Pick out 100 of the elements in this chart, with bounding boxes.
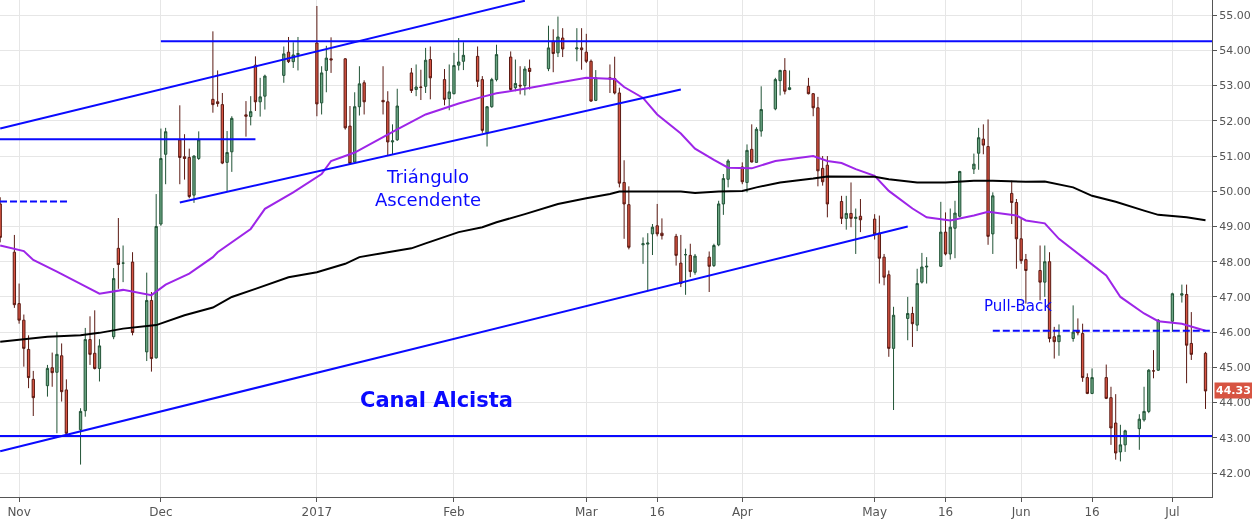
candlestick: [149, 291, 154, 373]
candlestick: [211, 30, 215, 114]
candlestick: [783, 57, 787, 95]
candlestick: [154, 193, 158, 360]
candlestick: [594, 69, 598, 102]
candlestick: [579, 27, 584, 71]
candlestick: [244, 100, 248, 138]
candlestick: [64, 378, 69, 435]
candlestick: [220, 92, 225, 165]
candlestick: [1180, 284, 1184, 304]
candlestick: [1043, 245, 1047, 298]
candlestick: [78, 407, 83, 466]
candlestick: [920, 252, 924, 285]
candlestick: [315, 5, 319, 117]
candlestick: [707, 250, 711, 293]
y-tick-label: 54.00: [1219, 44, 1251, 58]
candlestick: [83, 327, 87, 418]
candlestick: [972, 153, 976, 175]
x-tick-label: Feb: [443, 505, 465, 519]
candlestick: [858, 198, 863, 233]
candlestick: [745, 143, 749, 193]
candlestick: [428, 45, 432, 100]
candlestick: [825, 155, 830, 218]
annotation: Canal Alcista: [360, 388, 514, 412]
candlestick: [1118, 424, 1123, 462]
candlestick: [1090, 367, 1094, 395]
x-tick-label: Jun: [1010, 505, 1031, 519]
y-tick-label: 51.00: [1219, 149, 1251, 163]
candlestick: [679, 234, 683, 288]
candlestick: [1156, 318, 1160, 372]
candlestick: [551, 28, 555, 73]
candlestick: [163, 127, 168, 185]
candlestick: [891, 306, 896, 411]
candlestick: [1184, 284, 1189, 384]
candlestick: [329, 36, 333, 74]
candlestick: [225, 130, 229, 192]
y-tick-label: 43.00: [1219, 431, 1251, 445]
candlestick: [1071, 304, 1075, 343]
candlestick: [674, 233, 678, 267]
annotation: 44.33: [1216, 384, 1251, 397]
candlestick: [716, 200, 721, 247]
candlestick: [50, 352, 54, 388]
x-tick-label: 16: [1084, 505, 1100, 519]
candlestick: [1189, 311, 1193, 361]
candlestick: [943, 211, 948, 256]
x-tick-label: Dec: [149, 505, 173, 519]
y-tick-label: 47.00: [1219, 290, 1251, 304]
candlestick: [575, 27, 579, 62]
candlestick: [253, 55, 258, 112]
candlestick: [991, 191, 995, 255]
candlestick: [45, 364, 50, 398]
y-tick-label: 46.00: [1219, 326, 1251, 340]
y-tick-label: 42.00: [1219, 466, 1251, 480]
candlestick: [1170, 292, 1175, 333]
candlestick: [26, 334, 31, 389]
candlestick: [849, 181, 853, 228]
candlestick: [854, 208, 858, 255]
candlestick: [509, 50, 513, 92]
candlestick: [116, 217, 121, 290]
candlestick: [527, 59, 532, 90]
x-tick-label: Apr: [731, 505, 753, 519]
candlestick: [546, 25, 551, 72]
candlestick: [121, 245, 125, 283]
candlestick: [613, 56, 617, 95]
annotation: Triángulo Ascendente: [375, 166, 482, 211]
candlestick: [362, 79, 366, 115]
candlestick: [939, 201, 943, 268]
x-tick-label: Jul: [1164, 505, 1180, 519]
candlestick: [1057, 323, 1061, 357]
candlestick: [976, 127, 981, 171]
candlestick: [650, 223, 655, 256]
candlestick: [414, 63, 418, 97]
candlestick: [395, 88, 399, 142]
candlestick: [915, 268, 919, 332]
candlestick: [518, 65, 522, 95]
candlestick: [523, 65, 527, 96]
candlestick: [55, 331, 59, 434]
candlestick: [178, 104, 182, 185]
candlestick: [423, 47, 428, 94]
candlestick: [230, 115, 234, 173]
candlestick: [787, 69, 792, 91]
candlestick: [1085, 372, 1089, 395]
candlestick: [877, 215, 882, 285]
candlestick: [419, 69, 423, 101]
y-tick-label: 55.00: [1219, 9, 1251, 22]
candlestick: [712, 243, 716, 268]
candlestick: [872, 213, 877, 241]
y-tick-label: 50.00: [1219, 185, 1251, 199]
x-tick-label: 16: [649, 505, 665, 519]
candlestick: [844, 195, 848, 231]
candlestick: [906, 296, 910, 341]
candlestick: [319, 65, 324, 115]
candlestick: [97, 338, 102, 382]
candlestick: [249, 95, 253, 126]
y-tick-label: 49.00: [1219, 220, 1251, 234]
candlestick: [461, 41, 466, 71]
y-tick-label: 52.00: [1219, 114, 1251, 128]
candlestick: [31, 370, 35, 417]
candlestick: [608, 63, 612, 94]
candlestick: [475, 45, 480, 88]
